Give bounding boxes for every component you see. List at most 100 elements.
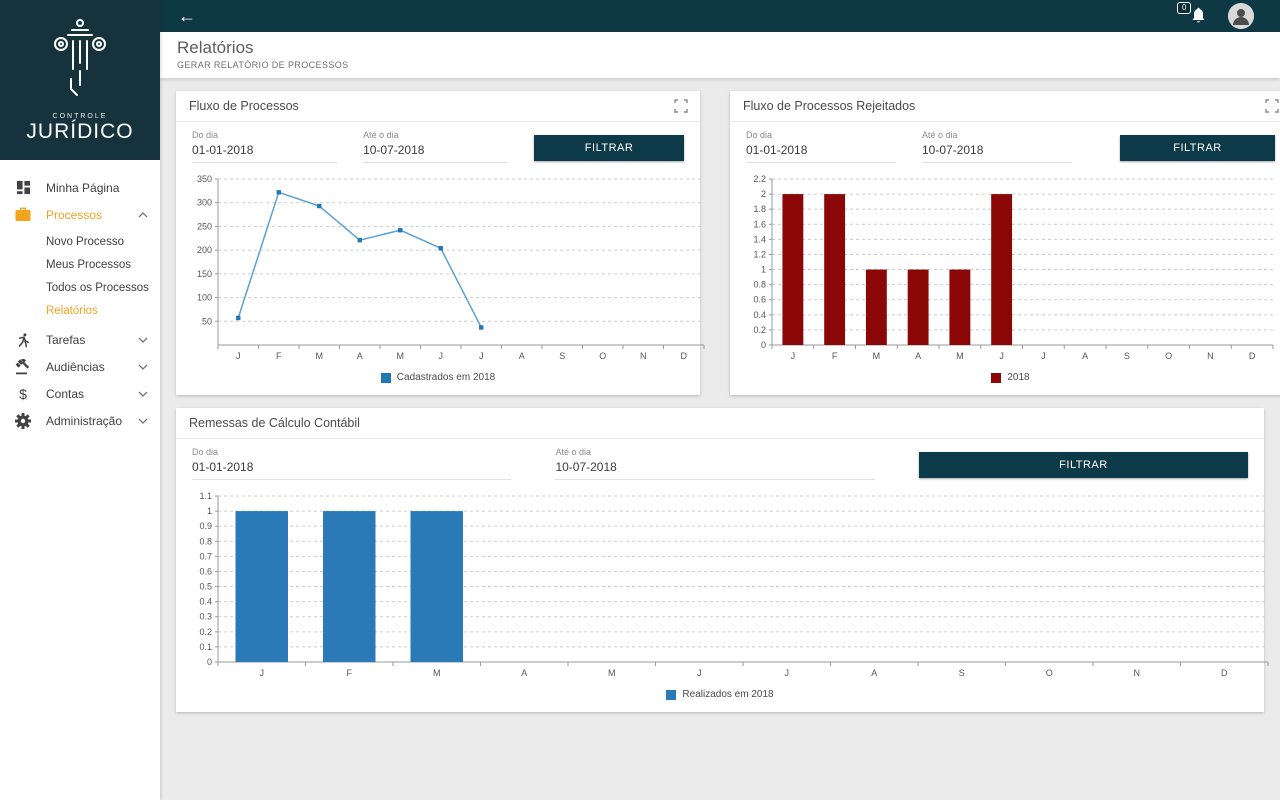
svg-text:1.6: 1.6 xyxy=(753,219,766,229)
svg-text:1: 1 xyxy=(761,265,766,275)
svg-text:S: S xyxy=(1124,351,1130,361)
legend-label: Cadastrados em 2018 xyxy=(396,372,496,383)
line-chart-fluxo-processos: 50 100 150 200 250 300 350 J F M A M J J A S O N D xyxy=(176,165,705,368)
svg-text:M: M xyxy=(873,351,881,361)
svg-text:250: 250 xyxy=(197,221,212,231)
svg-text:A: A xyxy=(521,668,527,678)
date-to-label: Até o dia xyxy=(555,447,591,457)
sidebar-item-relatorios[interactable]: Relatórios xyxy=(46,304,98,317)
svg-text:D: D xyxy=(1221,668,1228,678)
svg-text:F: F xyxy=(347,668,353,678)
card-title: Fluxo de Processos Rejeitados xyxy=(743,99,916,113)
svg-text:0.8: 0.8 xyxy=(753,280,766,290)
svg-text:M: M xyxy=(433,668,441,678)
brand-controle: CONTROLE xyxy=(52,112,108,120)
date-from-value: 01-01-2018 xyxy=(746,143,808,157)
svg-text:200: 200 xyxy=(197,245,212,255)
svg-text:J: J xyxy=(260,668,265,678)
card-remessas-calculo-contabil: Remessas de Cálculo Contábil Do dia 01-0… xyxy=(176,408,1269,712)
svg-text:1.2: 1.2 xyxy=(753,249,766,259)
page-subtitle: GERAR RELATÓRIO DE PROCESSOS xyxy=(177,60,349,70)
date-from-field[interactable]: Do dia 01-01-2018 xyxy=(192,130,338,163)
sidebar-item-meus-processos[interactable]: Meus Processos xyxy=(46,258,132,271)
sidebar-nav: Minha Página Processos Novo Processo Meu… xyxy=(0,160,160,434)
charts-row-bottom: Remessas de Cálculo Contábil Do dia 01-0… xyxy=(176,408,1269,712)
filtrar-button[interactable]: FILTRAR xyxy=(1120,135,1275,161)
svg-text:0.3: 0.3 xyxy=(199,612,212,622)
chevron-down-icon xyxy=(138,337,148,343)
card-header: Fluxo de Processos Rejeitados xyxy=(730,91,1280,122)
svg-text:1: 1 xyxy=(207,506,212,516)
svg-text:0.7: 0.7 xyxy=(199,551,212,561)
svg-text:0.8: 0.8 xyxy=(199,536,212,546)
bar-chart-processos-rejeitados: 0 0.2 0.4 0.6 0.8 1 1.2 1.4 1.6 1.8 2 2.2 J F M A M J J A S O… xyxy=(730,165,1280,368)
svg-text:J: J xyxy=(236,351,241,361)
svg-text:1.8: 1.8 xyxy=(753,204,766,214)
sidebar-item-novo-processo[interactable]: Novo Processo xyxy=(46,235,124,248)
back-arrow-icon[interactable]: ← xyxy=(178,6,196,26)
svg-text:J: J xyxy=(439,351,444,361)
sidebar-item-label: Contas xyxy=(46,386,85,401)
sidebar-item-todos-os-processos[interactable]: Todos os Processos xyxy=(46,281,149,294)
svg-text:N: N xyxy=(1207,351,1214,361)
svg-text:1.1: 1.1 xyxy=(199,491,212,501)
chevron-down-icon xyxy=(138,418,148,424)
sidebar-item-minha-pagina[interactable]: Minha Página xyxy=(0,174,160,201)
filter-row: Do dia 01-01-2018 Até o dia 10-07-2018 F… xyxy=(176,439,1264,482)
svg-text:O: O xyxy=(1165,351,1172,361)
briefcase-icon xyxy=(14,206,32,224)
legend-swatch xyxy=(380,372,391,383)
svg-text:D: D xyxy=(1249,351,1256,361)
filter-row: Do dia 01-01-2018 Até o dia 10-07-2018 F… xyxy=(730,122,1280,165)
topbar: ← 0 xyxy=(160,0,1280,32)
svg-text:J: J xyxy=(1041,351,1046,361)
svg-text:0.2: 0.2 xyxy=(753,325,766,335)
chart-legend: 2018 xyxy=(730,368,1280,395)
svg-text:F: F xyxy=(832,351,838,361)
sidebar-item-label: Tarefas xyxy=(46,332,86,347)
brand-juridico: JURÍDICO xyxy=(26,119,134,143)
svg-text:50: 50 xyxy=(202,316,212,326)
notification-badge: 0 xyxy=(1177,2,1192,14)
fullscreen-icon[interactable] xyxy=(674,99,688,113)
sidebar-item-contas[interactable]: $ Contas xyxy=(0,380,160,407)
avatar[interactable] xyxy=(1228,3,1254,29)
date-to-field[interactable]: Até o dia 10-07-2018 xyxy=(555,447,875,480)
sidebar-item-processos[interactable]: Processos xyxy=(0,201,160,228)
filtrar-button[interactable]: FILTRAR xyxy=(534,135,685,161)
sidebar-item-tarefas[interactable]: Tarefas xyxy=(0,326,160,353)
svg-text:J: J xyxy=(697,668,702,678)
content: Fluxo de Processos Do dia 01-01-2018 Até… xyxy=(160,78,1280,800)
sidebar-item-label: Audiências xyxy=(46,359,105,374)
svg-text:0.2: 0.2 xyxy=(199,627,212,637)
filtrar-button[interactable]: FILTRAR xyxy=(918,452,1248,478)
runner-icon xyxy=(14,331,32,349)
svg-text:2: 2 xyxy=(761,189,766,199)
chart-legend: Cadastrados em 2018 xyxy=(176,368,700,395)
date-from-field[interactable]: Do dia 01-01-2018 xyxy=(746,130,896,163)
card-header: Remessas de Cálculo Contábil xyxy=(176,408,1264,439)
svg-text:N: N xyxy=(640,351,647,361)
svg-text:350: 350 xyxy=(197,174,212,184)
gear-icon xyxy=(14,412,32,430)
svg-text:A: A xyxy=(519,351,525,361)
chevron-down-icon xyxy=(138,391,148,397)
svg-text:F: F xyxy=(276,351,282,361)
sidebar-item-audiencias[interactable]: Audiências xyxy=(0,353,160,380)
filter-row: Do dia 01-01-2018 Até o dia 10-07-2018 F… xyxy=(176,122,700,165)
sidebar-item-administracao[interactable]: Administração xyxy=(0,407,160,434)
notifications-button[interactable]: 0 xyxy=(1177,2,1208,25)
fullscreen-icon[interactable] xyxy=(1265,99,1279,113)
sidebar-item-label: Administração xyxy=(46,413,123,428)
legend-label: 2018 xyxy=(1007,372,1030,383)
date-from-label: Do dia xyxy=(192,130,219,140)
topbar-actions: 0 xyxy=(1177,2,1254,29)
date-from-field[interactable]: Do dia 01-01-2018 xyxy=(192,447,512,480)
bar-chart-remessas: 0 0.1 0.2 0.3 0.4 0.5 0.6 0.7 0.8 0.9 1 1.1 J F M A M J J A… xyxy=(176,482,1269,685)
legend-swatch xyxy=(991,372,1002,383)
date-to-field[interactable]: Até o dia 10-07-2018 xyxy=(363,130,509,163)
svg-text:A: A xyxy=(871,668,877,678)
svg-text:0.6: 0.6 xyxy=(199,566,212,576)
date-to-field[interactable]: Até o dia 10-07-2018 xyxy=(922,130,1072,163)
svg-text:S: S xyxy=(959,668,965,678)
